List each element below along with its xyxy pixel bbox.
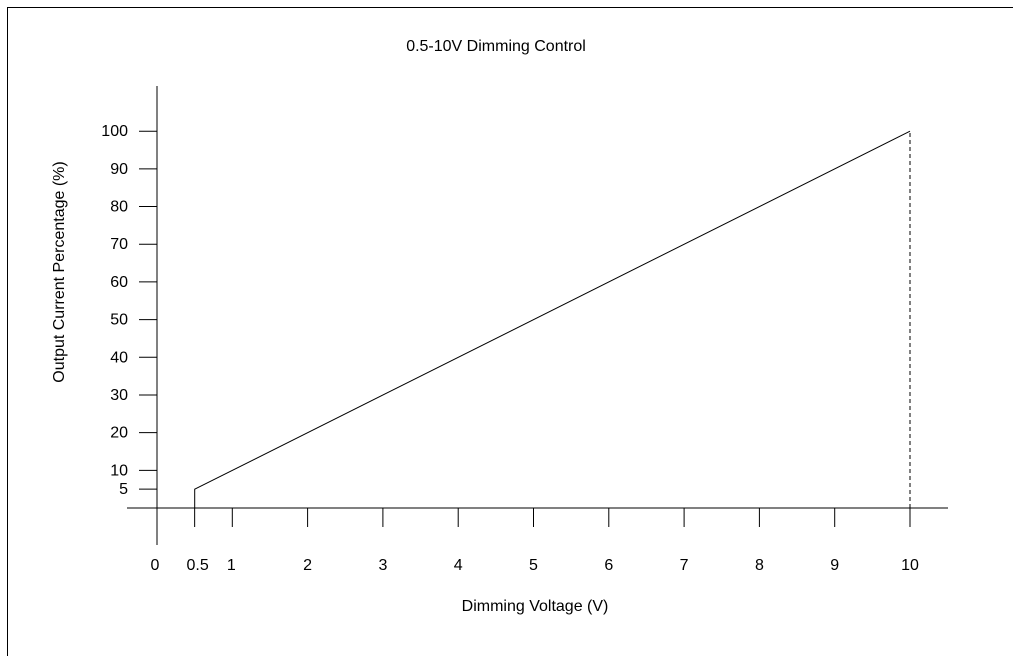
x-tick-label: 6 [604,557,613,574]
series-line-1 [194,130,911,508]
x-tick-label: 4 [454,557,463,574]
y-tick-label: 90 [110,161,128,178]
chart-title: 0.5-10V Dimming Control [406,38,586,55]
y-tick-label: 10 [110,462,128,479]
x-tick-label: 2 [303,557,312,574]
x-tick-label: 10 [901,557,919,574]
y-tick-label: 40 [110,349,128,366]
y-tick-label: 100 [101,123,128,140]
y-tick-label: 80 [110,199,128,216]
x-tick-label: 0.5 [187,557,209,574]
x-tick-label: 5 [529,557,538,574]
x-tick-label: 0 [151,557,160,574]
y-tick-label: 30 [110,387,128,404]
x-tick-label: 9 [830,557,839,574]
x-tick-label: 8 [755,557,764,574]
x-axis-title: Dimming Voltage (V) [462,598,609,615]
y-tick-label: 60 [110,274,128,291]
x-tick-label: 3 [378,557,387,574]
y-axis-title: Output Current Percentage (%) [51,161,68,382]
x-tick-label: 7 [680,557,689,574]
y-tick-label: 70 [110,236,128,253]
y-tick-label: 50 [110,312,128,329]
y-tick-label: 20 [110,425,128,442]
x-tick-label: 1 [227,557,236,574]
y-tick-label: 5 [119,481,128,498]
